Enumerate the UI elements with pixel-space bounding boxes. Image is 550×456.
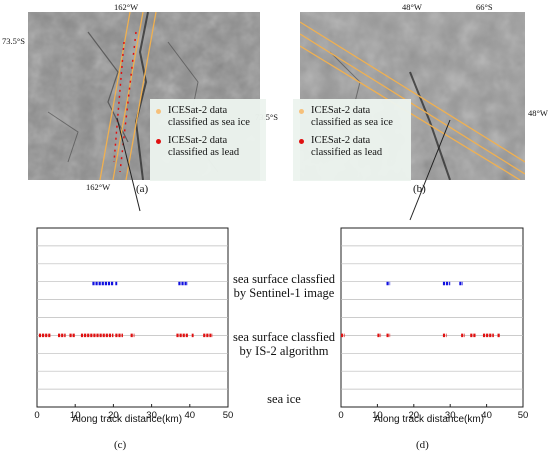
satellite-image-a [28,12,260,180]
chart-c-x-tick-label: 10 [70,410,81,420]
lead-marker [299,139,304,144]
sea-ice-marker [299,109,304,114]
chart-d-x-tick-label: 30 [445,410,456,420]
coord-b-top-left: 48°W [402,2,422,12]
legend-lead-label: ICESat-2 data classified as lead [311,135,383,158]
chart-d-svg: 0 10 20 30 40 50 [338,227,529,421]
chart-c-svg: 0 10 20 30 40 50 [34,227,234,421]
legend-sea-ice-label: ICESat-2 data classified as sea ice [168,105,250,128]
legend-b: ICESat-2 data classified as sea ice ICES… [293,99,411,181]
label-sea-ice: sea ice [267,392,301,406]
chart-c-x-tick-label: 40 [185,410,196,420]
label-is2: sea surface classfied by IS-2 algorithm [232,330,336,358]
caption-b: (b) [413,183,426,195]
coord-a-top: 162°W [114,2,139,12]
coord-a-left: 73.5°S [2,36,26,46]
chart-c-x-tick-label: 20 [108,410,119,420]
caption-c: (c) [114,439,127,451]
chart-d-x-tick-label: 20 [409,410,420,420]
chart-d-x-tick-label: 50 [518,410,529,420]
label-sentinel: sea surface classfied by Sentinel-1 imag… [232,272,336,300]
chart-c-xlabel: Along track distance(km) [72,414,183,425]
chart-d-x-tick-label: 40 [481,410,492,420]
chart-d-x-tick-label: 10 [372,410,383,420]
chart-d-x-tick-label: 0 [338,410,343,420]
caption-d: (d) [416,439,429,451]
chart-c: 0 10 20 30 40 50 [30,224,240,421]
sea-ice-marker [156,109,161,114]
legend-sea-ice-label: ICESat-2 data classified as sea ice [311,105,393,128]
satellite-image-b [300,12,525,180]
lead-marker [156,139,161,144]
coord-a-right: 73.5°S [255,112,279,122]
legend-lead-label: ICESat-2 data classified as lead [168,135,240,158]
coord-a-bottom: 162°W [86,182,111,192]
caption-a: (a) [136,183,149,195]
chart-d-xlabel: Along track distance(km) [374,414,485,425]
chart-c-x-tick-label: 30 [146,410,157,420]
coord-b-top-right: 66°S [476,2,493,12]
chart-c-x-tick-label: 0 [34,410,39,420]
legend-a: ICESat-2 data classified as sea ice ICES… [150,99,266,181]
chart-d: 0 10 20 30 40 50 [334,224,534,421]
coord-b-right: 48°W [528,108,548,118]
chart-c-x-tick-label: 50 [223,410,234,420]
